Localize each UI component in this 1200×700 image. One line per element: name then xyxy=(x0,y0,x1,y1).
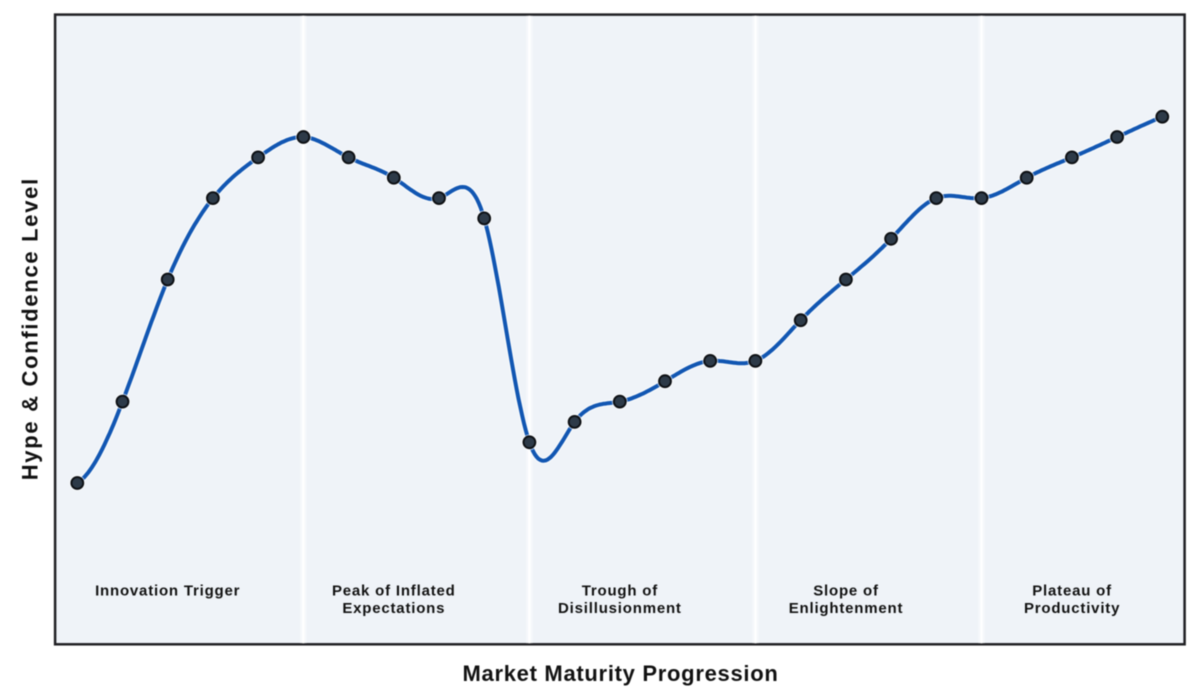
svg-text:Enlightenment: Enlightenment xyxy=(789,600,904,617)
svg-text:Disillusionment: Disillusionment xyxy=(558,600,682,617)
svg-text:Plateau of: Plateau of xyxy=(1032,583,1112,600)
svg-text:Hype & Confidence Level: Hype & Confidence Level xyxy=(18,177,43,480)
svg-text:Innovation Trigger: Innovation Trigger xyxy=(95,583,240,600)
svg-text:Peak of Inflated: Peak of Inflated xyxy=(332,583,456,600)
svg-text:Trough of: Trough of xyxy=(582,583,659,600)
svg-text:Market Maturity Progression: Market Maturity Progression xyxy=(463,661,779,686)
svg-text:Slope of: Slope of xyxy=(813,583,879,600)
svg-text:Expectations: Expectations xyxy=(342,600,445,617)
svg-text:Productivity: Productivity xyxy=(1024,600,1120,617)
